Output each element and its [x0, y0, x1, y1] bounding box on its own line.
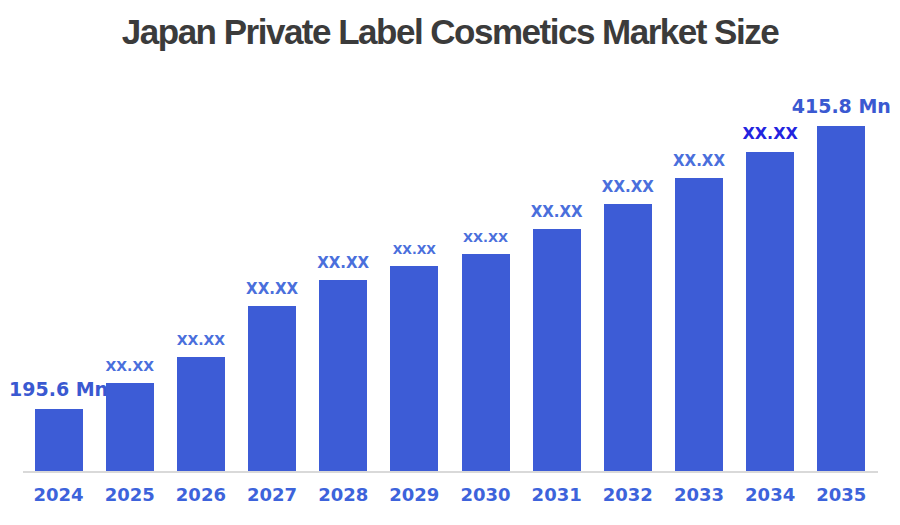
- bar-value-label-2031: XX.XX: [531, 204, 583, 221]
- x-tick-2034: 2034: [740, 484, 800, 505]
- bar-2033: [675, 178, 723, 472]
- plot-area: 195.6 MnXX.XXXX.XXXX.XXXX.XXXX.XXXX.XXXX…: [23, 0, 877, 472]
- bar-column-2034: XX.XX: [746, 125, 794, 472]
- bar-column-2024: 195.6 Mn: [35, 379, 83, 472]
- x-tick-2035: 2035: [811, 484, 871, 505]
- bar-value-label-2027: XX.XX: [246, 281, 298, 298]
- bar-2025: [106, 383, 154, 472]
- bar-value-label-2035: 415.8 Mn: [792, 96, 891, 117]
- x-tick-2033: 2033: [669, 484, 729, 505]
- x-tick-2027: 2027: [242, 484, 302, 505]
- bar-value-label-2026: XX.XX: [177, 333, 226, 348]
- bar-value-label-2028: XX.XX: [317, 255, 369, 272]
- bar-2029: [390, 266, 438, 472]
- x-tick-2028: 2028: [313, 484, 373, 505]
- bar-2024: [35, 409, 83, 472]
- bar-column-2030: XX.XX: [462, 231, 510, 472]
- x-tick-2029: 2029: [384, 484, 444, 505]
- bar-2032: [604, 204, 652, 472]
- bar-column-2025: XX.XX: [106, 359, 154, 472]
- x-tick-2031: 2031: [527, 484, 587, 505]
- bar-value-label-2034: XX.XX: [742, 125, 797, 143]
- x-tick-2032: 2032: [598, 484, 658, 505]
- x-tick-2030: 2030: [456, 484, 516, 505]
- x-axis-line: [23, 471, 878, 473]
- bar-2026: [177, 357, 225, 472]
- bar-value-label-2030: XX.XX: [463, 231, 508, 245]
- bar-value-label-2032: XX.XX: [602, 179, 654, 196]
- bar-column-2027: XX.XX: [248, 281, 296, 473]
- bar-2027: [248, 306, 296, 472]
- bar-2028: [319, 280, 367, 472]
- bar-column-2031: XX.XX: [533, 204, 581, 473]
- x-tick-2026: 2026: [171, 484, 231, 505]
- x-tick-2024: 2024: [29, 484, 89, 505]
- bar-column-2035: 415.8 Mn: [817, 96, 865, 472]
- bar-value-label-2025: XX.XX: [105, 359, 154, 374]
- bar-2031: [533, 229, 581, 472]
- bar-column-2032: XX.XX: [604, 179, 652, 473]
- bar-value-label-2033: XX.XX: [673, 153, 725, 170]
- bar-column-2029: XX.XX: [390, 243, 438, 472]
- x-axis-labels: 2024 2025 2026 2027 2028 2029 2030 2031 2032 2033…: [23, 484, 877, 505]
- bar-column-2026: XX.XX: [177, 333, 225, 472]
- bar-2030: [462, 254, 510, 472]
- x-tick-2025: 2025: [100, 484, 160, 505]
- bar-value-label-2029: XX.XX: [393, 243, 436, 257]
- bar-column-2033: XX.XX: [675, 153, 723, 473]
- bar-2035: [817, 126, 865, 472]
- bar-column-2028: XX.XX: [319, 255, 367, 473]
- chart-canvas: Japan Private Label Cosmetics Market Siz…: [0, 0, 900, 525]
- bar-value-label-2024: 195.6 Mn: [9, 379, 108, 400]
- bar-2034: [746, 152, 794, 472]
